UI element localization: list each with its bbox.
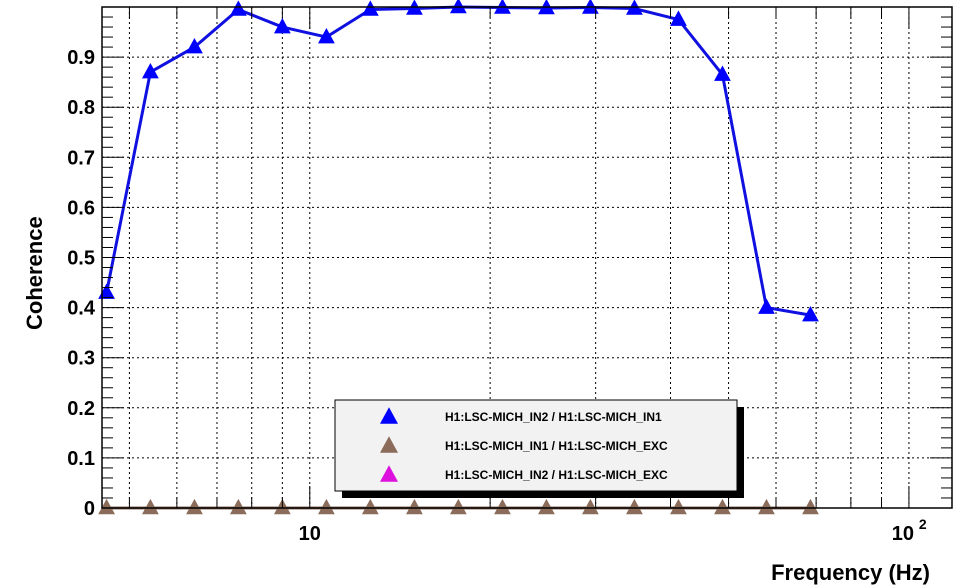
data-point [142, 498, 159, 515]
series-2 [98, 498, 819, 515]
data-point [186, 37, 203, 54]
y-tick-label: 0.5 [67, 248, 95, 270]
data-point [229, 0, 247, 16]
data-point [318, 27, 335, 44]
legend-box [334, 399, 738, 492]
data-point [758, 498, 775, 515]
data-point [538, 498, 555, 515]
x-tick-label: 10 [892, 523, 914, 545]
x-axis-title: Frequency (Hz) [771, 560, 930, 585]
data-point [142, 63, 159, 79]
data-point [758, 298, 775, 314]
data-point [802, 498, 819, 515]
legend-marker [380, 465, 398, 482]
data-point [98, 498, 115, 515]
y-tick-label: 0.4 [67, 298, 96, 320]
y-tick-label: 0.8 [67, 97, 95, 119]
data-point [802, 306, 819, 322]
legend-marker [380, 436, 398, 453]
legend-label: H1:LSC-MICH_IN1 / H1:LSC-MICH_EXC [445, 439, 668, 453]
legend-marker [380, 407, 398, 424]
legend-label: H1:LSC-MICH_IN2 / H1:LSC-MICH_EXC [445, 468, 668, 482]
y-tick-label: 0.6 [67, 197, 95, 219]
x-tick-label-exponent: 2 [919, 516, 927, 532]
x-tick-label: 10 [299, 523, 321, 545]
axis-ticks [102, 7, 952, 509]
series-line [105, 5, 811, 317]
data-point [714, 498, 731, 515]
legend: H1:LSC-MICH_IN2 / H1:LSC-MICH_IN1 H1:LSC-… [334, 399, 744, 498]
y-tick-label: 0 [84, 498, 95, 520]
series-1 [98, 0, 819, 322]
data-point [273, 17, 291, 34]
data-point [229, 498, 247, 515]
data-point [670, 10, 687, 26]
data-point [98, 283, 115, 299]
data-point [670, 498, 687, 515]
y-axis-title: Coherence [22, 216, 47, 330]
data-point [714, 65, 731, 81]
tick-labels: 0 0.1 0.2 0.3 0.4 0.5 0.6 0.7 0.8 0.9 10 10 2 [67, 47, 927, 545]
data-point [406, 498, 423, 515]
data-point [318, 498, 335, 515]
y-tick-label: 0.1 [67, 448, 95, 470]
y-tick-label: 0.2 [67, 398, 95, 420]
data-point [361, 0, 379, 16]
legend-label: H1:LSC-MICH_IN2 / H1:LSC-MICH_IN1 [445, 410, 662, 424]
data-point [626, 498, 643, 515]
data-point [449, 498, 467, 515]
data-point [494, 498, 511, 515]
data-point [186, 498, 203, 515]
y-tick-label: 0.7 [67, 147, 95, 169]
y-tick-label: 0.3 [67, 348, 95, 370]
y-tick-label: 0.9 [67, 47, 95, 69]
data-point [581, 498, 599, 515]
data-point [361, 498, 379, 515]
